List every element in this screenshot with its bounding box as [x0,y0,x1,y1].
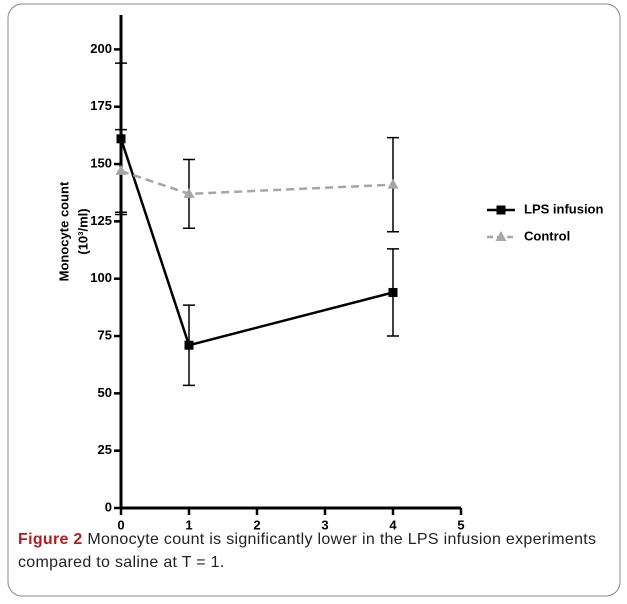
legend-label: Control [524,228,570,243]
y-tick-label: 150 [90,155,112,170]
series-line [120,169,394,196]
y-tick-label: 25 [98,442,112,457]
y-tick-label: 175 [90,98,112,113]
frame [7,3,621,597]
x-tick-label: 2 [253,517,260,532]
data-point [115,164,127,175]
data-point [388,287,398,297]
y-tick-label: 200 [90,41,112,56]
x-tick-label: 4 [389,517,397,532]
x-tick-label: 5 [457,517,464,532]
legend-label: LPS infusion [524,201,604,216]
y-tick-label: 0 [105,499,112,514]
caption-text: Monocyte count is significantly lower in… [18,531,597,571]
series-line [119,138,394,347]
x-tick-label: 1 [185,517,192,532]
y-axis-label: (10³/ml) [75,208,90,254]
legend-marker [496,205,506,215]
data-point [387,178,399,189]
x-tick-label: 0 [117,517,124,532]
caption: Figure 2 Monocyte count is significantly… [18,528,618,574]
x-tick-label: 3 [321,517,328,532]
y-axis-label: Monocyte count [56,181,71,281]
y-tick-label: 125 [90,213,112,228]
data-point [183,187,195,198]
caption-label: Figure 2 [18,531,83,548]
y-tick-label: 75 [98,327,112,342]
data-point [184,340,194,350]
legend-marker [495,231,507,241]
y-tick-label: 50 [98,385,112,400]
y-tick-label: 100 [90,270,112,285]
